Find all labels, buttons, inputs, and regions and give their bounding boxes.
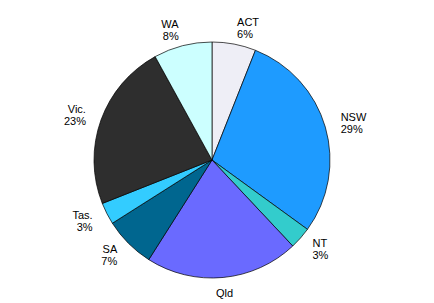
category-label: Vic. — [68, 103, 86, 115]
category-label: NSW — [341, 111, 367, 123]
value-label: 3% — [313, 249, 329, 261]
value-label: 23% — [64, 115, 86, 127]
category-label: WA — [161, 18, 179, 30]
value-label: 3% — [77, 221, 93, 233]
category-label: Tas. — [72, 209, 92, 221]
category-label: SA — [103, 243, 118, 255]
category-label: ACT — [237, 16, 259, 28]
labels: ACT6%NSW29%NT3%QldSA7%Tas.3%Vic.23%WA8% — [64, 16, 367, 299]
value-label: 29% — [341, 123, 363, 135]
chart-svg: ACT6%NSW29%NT3%QldSA7%Tas.3%Vic.23%WA8% — [0, 0, 434, 303]
category-label: NT — [313, 237, 328, 249]
chart-container: ACT6%NSW29%NT3%QldSA7%Tas.3%Vic.23%WA8% — [0, 0, 434, 303]
value-label: 7% — [101, 255, 117, 267]
value-label: 8% — [163, 30, 179, 42]
category-label: Qld — [216, 287, 233, 299]
value-label: 6% — [237, 28, 253, 40]
slices — [94, 42, 330, 278]
pie-slice — [155, 42, 212, 160]
